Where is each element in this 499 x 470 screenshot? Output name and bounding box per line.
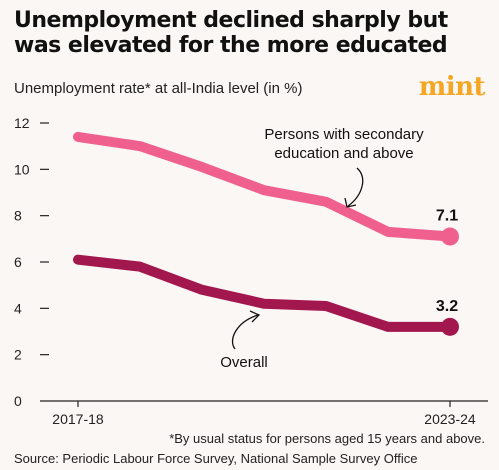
annotation-arrowhead-overall	[249, 310, 261, 323]
y-tick-label: 4	[14, 300, 22, 316]
x-tick-label: 2017-18	[52, 411, 104, 427]
y-axis: 0 2 4 6 8 10 12	[14, 115, 49, 409]
annotation-arrow-overall	[231, 314, 259, 350]
footnote: *By usual status for persons aged 15 yea…	[169, 431, 485, 446]
source-note: Source: Periodic Labour Force Survey, Na…	[14, 451, 418, 466]
y-tick-label: 0	[14, 393, 22, 409]
y-tick-label: 8	[14, 208, 22, 224]
end-value-label: 3.2	[436, 298, 458, 315]
chart-subtitle: Unemployment rate* at all-India level (i…	[14, 80, 303, 97]
annotation-arrowhead-secondary	[344, 197, 357, 208]
series-label-secondary-educated: Persons with secondary education and abov…	[264, 126, 424, 162]
end-value-label: 7.1	[436, 208, 458, 225]
x-axis: 2017-18 2023-24	[40, 400, 488, 427]
y-tick-label: 2	[14, 347, 22, 363]
series-lines: 7.1 3.2	[73, 131, 459, 336]
x-tick-label: 2023-24	[424, 411, 476, 427]
annotations: Persons with secondary education and abov…	[220, 126, 424, 371]
y-tick-label: 6	[14, 254, 22, 270]
brand-logo: mint	[418, 72, 486, 102]
y-tick-label: 12	[14, 115, 30, 131]
y-tick-label: 10	[14, 161, 30, 177]
series-line-overall	[73, 254, 455, 332]
data-point-overall	[441, 317, 459, 336]
series-line-secondary-educated	[73, 131, 455, 242]
data-point-secondary-educated	[441, 227, 459, 246]
annotation-arrow-secondary	[347, 167, 364, 207]
chart-title: Unemployment declined sharply but was el…	[14, 8, 448, 58]
series-label-overall: Overall	[220, 354, 268, 371]
